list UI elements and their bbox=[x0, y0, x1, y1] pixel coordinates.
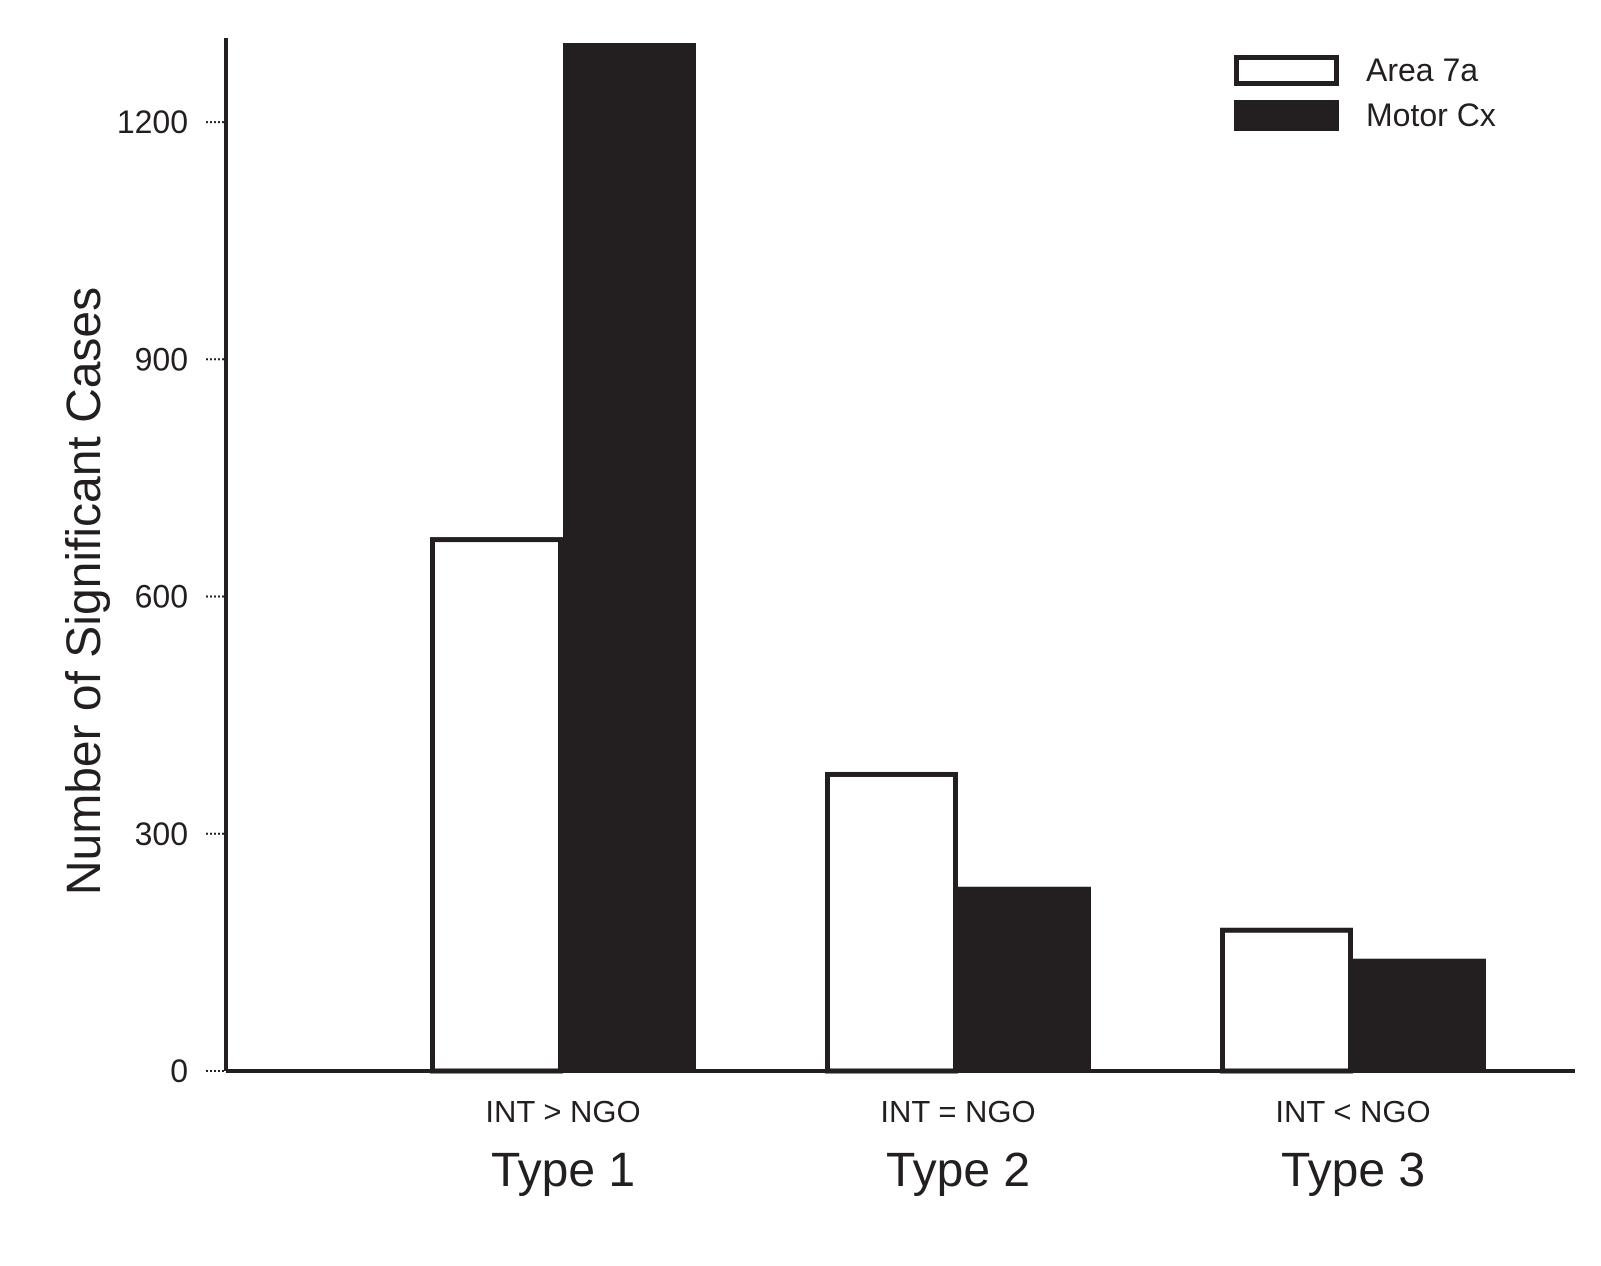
legend-swatch bbox=[1234, 100, 1339, 131]
bar-area-7a-type-3 bbox=[1220, 927, 1353, 1074]
y-tick-label: 900 bbox=[135, 341, 188, 377]
bar-motor-cx-type-2 bbox=[958, 886, 1091, 1071]
bar-area-7a-type-2 bbox=[825, 771, 958, 1074]
x-sublabel: INT > NGO bbox=[485, 1094, 640, 1129]
x-sublabel: INT < NGO bbox=[1275, 1094, 1430, 1129]
legend-label: Area 7a bbox=[1366, 52, 1478, 88]
bar-area-7a-type-1 bbox=[430, 537, 563, 1074]
x-labels: INT > NGO Type 1 INT = NGO Type 2 INT < NGO T… bbox=[485, 1094, 1430, 1197]
y-tick-label: 0 bbox=[170, 1053, 188, 1089]
bars bbox=[430, 43, 1486, 1074]
bar-motor-cx-type-3 bbox=[1353, 958, 1486, 1071]
bar-motor-cx-type-1 bbox=[563, 43, 696, 1071]
x-sublabel: INT = NGO bbox=[880, 1094, 1035, 1129]
y-ticks: 0 300 600 900 1200 bbox=[117, 104, 226, 1089]
y-tick-label: 1200 bbox=[117, 104, 188, 140]
x-category-label: Type 1 bbox=[491, 1144, 635, 1197]
y-tick-label: 600 bbox=[135, 579, 188, 615]
y-axis-title: Number of Significant Cases bbox=[58, 287, 111, 895]
y-tick-label: 300 bbox=[135, 816, 188, 852]
x-category-label: Type 3 bbox=[1281, 1144, 1425, 1197]
legend-label: Motor Cx bbox=[1366, 97, 1496, 133]
legend: Area 7a Motor Cx bbox=[1234, 52, 1496, 133]
legend-swatch bbox=[1234, 55, 1339, 86]
x-category-label: Type 2 bbox=[886, 1144, 1030, 1197]
